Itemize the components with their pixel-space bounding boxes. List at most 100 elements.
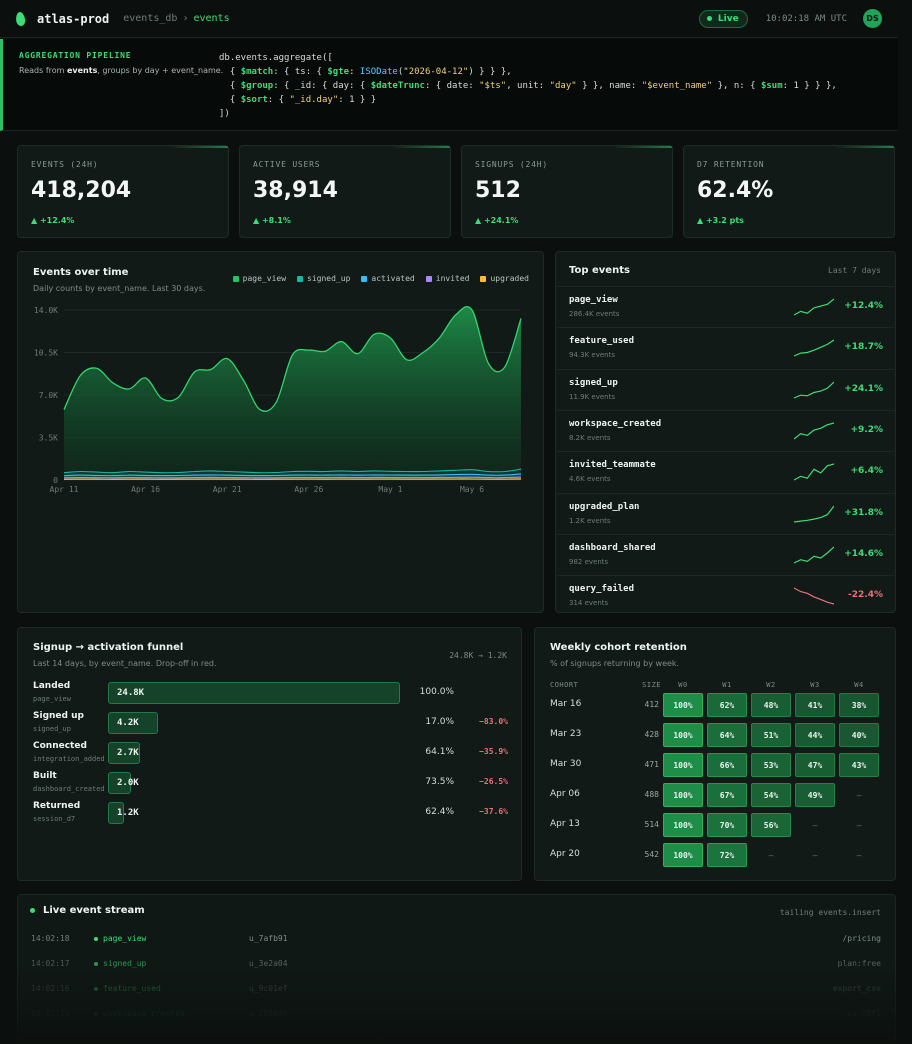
cohort-cell-value: 43%	[851, 760, 867, 770]
top-event-delta: +6.4%	[850, 466, 883, 477]
series-line-page-view[interactable]	[63, 306, 522, 412]
legend-item-signed-up[interactable]: signed_up	[297, 274, 350, 283]
cohort-cell[interactable]: 100%	[663, 723, 703, 747]
cohort-cell[interactable]: 49%	[795, 783, 835, 807]
cohort-cell[interactable]: 100%	[663, 843, 703, 867]
y-tick-label: 0	[53, 476, 58, 485]
stream-path: ws_88f1	[847, 1009, 881, 1018]
cohort-cell-value: 53%	[763, 760, 779, 770]
legend-swatch	[361, 275, 368, 282]
legend-item-activated[interactable]: activated	[361, 274, 415, 283]
kpi-value: 62.4%	[697, 178, 774, 203]
cohort-cell[interactable]: 100%	[663, 813, 703, 837]
cohort-cell[interactable]: 53%	[751, 753, 791, 777]
series-line-activated[interactable]	[63, 473, 522, 477]
pipeline-code[interactable]: db.events.aggregate([ { $match: { ts: { …	[219, 53, 837, 119]
cohort-cell[interactable]: 100%	[663, 753, 703, 777]
stream-row[interactable]: 14:02:15 workspace_created u_2b8806 ws_88f1	[18, 1009, 895, 1034]
top-event-row[interactable]: feature_used 94.3K events +18.7%	[557, 327, 896, 368]
funnel-subtitle: Last 14 days, by event_name. Drop-off in…	[33, 659, 217, 668]
funnel-step[interactable]: Returned session_d7 1.2K 62.4% −37.6%	[33, 801, 508, 831]
cohort-cell[interactable]: 100%	[663, 693, 703, 717]
series-area-page-view[interactable]	[64, 306, 521, 480]
funnel-bar[interactable]: 24.8K	[108, 682, 400, 704]
top-event-row[interactable]: query_failed 314 events -22.4%	[557, 575, 896, 616]
event-dot-icon	[94, 961, 98, 966]
cohort-cell[interactable]: 72%	[707, 843, 747, 867]
kpi-card-signups[interactable]: SIGNUPS (24H) 512 ▲ +24.1%	[461, 145, 673, 238]
top-event-row[interactable]: signed_up 11.9K events +24.1%	[557, 368, 896, 410]
kpi-label: D7 RETENTION	[697, 160, 765, 169]
cohort-row-label: Apr 20	[550, 849, 580, 859]
events-area-chart[interactable]: 0 3.5K 7.0K 10.5K 14.0K Apr 11 Apr 16 Apr 21 Apr…	[18, 298, 543, 598]
top-event-count: 11.9K events	[569, 392, 615, 401]
cohort-cell[interactable]: 64%	[707, 723, 747, 747]
cohort-cell-value: 47%	[807, 760, 823, 770]
week-col-header: W2	[766, 681, 776, 689]
cohort-cell[interactable]: 51%	[751, 723, 791, 747]
sparkline	[794, 546, 834, 564]
kpi-card-events[interactable]: EVENTS (24H) 418,204 ▲ +12.4%	[17, 145, 229, 238]
cohort-cell[interactable]: 47%	[795, 753, 835, 777]
stream-time: 14:02:17	[31, 959, 70, 968]
funnel-step[interactable]: Landed page_view 24.8K 100.0%	[33, 681, 508, 711]
cohort-cell[interactable]: 44%	[795, 723, 835, 747]
legend-item-page-view[interactable]: page_view	[232, 274, 286, 283]
event-dot-icon	[94, 1011, 98, 1016]
cohort-cell[interactable]: 62%	[707, 693, 747, 717]
stream-event: page_view	[94, 934, 146, 943]
event-dot-icon	[94, 986, 98, 991]
stream-path: plan:free	[837, 959, 881, 968]
kpi-label: ACTIVE USERS	[253, 160, 321, 169]
stream-row[interactable]: 14:02:16 feature_used u_9c01ef export_csv	[18, 984, 895, 1009]
kpi-accent	[168, 146, 228, 148]
legend-item-upgraded[interactable]: upgraded	[480, 274, 529, 283]
funnel-step[interactable]: Signed up signed_up 4.2K 17.0% −83.0%	[33, 711, 508, 741]
cohort-cell[interactable]: 54%	[751, 783, 791, 807]
cohort-cell[interactable]: 48%	[751, 693, 791, 717]
top-event-row[interactable]: page_view 286.4K events +12.4%	[557, 286, 896, 327]
top-event-row[interactable]: workspace_created 8.2K events +9.2%	[557, 409, 896, 451]
funnel-step-event: signed_up	[33, 725, 71, 733]
funnel-step[interactable]: Built dashboard_created 2.0K 73.5% −26.5%	[33, 771, 508, 801]
funnel-bar[interactable]: 1.2K	[108, 802, 139, 824]
top-event-row[interactable]: invited_teammate 4.6K events +6.4%	[557, 451, 896, 492]
series-line-signed-up[interactable]	[63, 468, 522, 474]
cohort-cell-value: 100%	[673, 760, 693, 770]
kpi-card-d7-retention[interactable]: D7 RETENTION 62.4% ▲ +3.2 pts	[683, 145, 895, 238]
live-status-badge[interactable]: Live	[698, 9, 748, 28]
cohort-cell[interactable]: 66%	[707, 753, 747, 777]
funnel-bar[interactable]: 2.0K	[108, 772, 139, 794]
app-name[interactable]: atlas-prod	[37, 11, 110, 26]
kpi-card-active-users[interactable]: ACTIVE USERS 38,914 ▲ +8.1%	[239, 145, 451, 238]
breadcrumb-db[interactable]: events_db	[123, 13, 178, 24]
breadcrumb-collection[interactable]: events	[193, 13, 230, 24]
cohort-cell[interactable]: 43%	[839, 753, 879, 777]
top-event-row[interactable]: upgraded_plan 1.2K events +31.8%	[557, 492, 896, 534]
cohort-cell[interactable]: 56%	[751, 813, 791, 837]
user-avatar[interactable]: DS	[863, 9, 882, 28]
stream-title: Live event stream	[30, 905, 145, 916]
cohort-title: Weekly cohort retention	[550, 642, 687, 653]
funnel-bar[interactable]: 2.7K	[108, 742, 140, 764]
funnel-step-event: session_d7	[33, 815, 76, 823]
stream-row[interactable]: 14:02:17 signed_up u_3e2a04 plan:free	[18, 959, 895, 984]
series-line-invited[interactable]	[63, 476, 522, 479]
cohort-cell[interactable]: 38%	[839, 693, 879, 717]
cohort-cell[interactable]: 100%	[663, 783, 703, 807]
cohort-cell-empty: —	[856, 820, 862, 830]
stream-event-name: workspace_created	[103, 1009, 185, 1018]
funnel-bar[interactable]: 4.2K	[108, 712, 158, 734]
funnel-step-name: Returned	[33, 801, 81, 811]
cohort-cell-value: 44%	[807, 730, 823, 740]
cohort-cell[interactable]: 41%	[795, 693, 835, 717]
cohort-cell[interactable]: 67%	[707, 783, 747, 807]
cohort-cell[interactable]: 70%	[707, 813, 747, 837]
funnel-step[interactable]: Connected integration_added 2.7K 64.1% −35.9…	[33, 741, 508, 771]
top-event-name: query_failed	[569, 584, 635, 595]
legend-item-invited[interactable]: invited	[425, 274, 469, 283]
top-event-delta: +9.2%	[850, 424, 883, 435]
cohort-cell[interactable]: 40%	[839, 723, 879, 747]
stream-row[interactable]: 14:02:18 page_view u_7afb91/pricing	[18, 934, 895, 959]
top-event-row[interactable]: dashboard_shared 982 events +14.6%	[557, 533, 896, 575]
